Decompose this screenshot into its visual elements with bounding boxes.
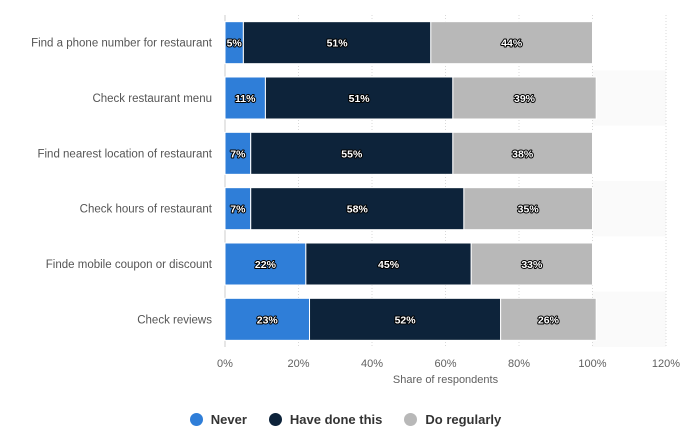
band-shade [592,181,666,237]
x-axis-title: Share of respondents [393,374,499,386]
bar-have-done-this [250,187,465,231]
category-label: Finde mobile coupon or discount [46,259,213,271]
x-tick-label: 120% [652,358,680,370]
legend-swatch-have-done-this [268,412,282,426]
data-label: 23% [257,314,279,326]
legend-label-never: Never [210,411,247,427]
data-label: 38% [512,148,534,160]
bar-have-done-this [309,297,502,341]
bar-do-regularly [500,297,597,341]
legend-swatch-never [189,412,203,426]
category-label: Find nearest location of restaurant [37,148,212,160]
x-tick-label: 20% [287,358,309,370]
data-label: 51% [327,38,349,50]
data-label: 22% [255,259,277,271]
category-label: Check restaurant menu [92,93,212,105]
bar-never [224,297,311,341]
bar-do-regularly [470,242,594,286]
category-label: Check hours of restaurant [80,204,213,216]
legend-swatch-do-regularly [404,412,418,426]
x-tick-label: 100% [578,358,606,370]
data-label: 58% [347,204,369,216]
data-label: 45% [378,259,400,271]
bar-never [224,131,252,175]
bar-do-regularly [430,21,593,65]
data-label: 7% [230,148,246,160]
bar-never [224,187,252,231]
x-tick-label: 80% [508,358,530,370]
data-label: 26% [538,314,560,326]
data-label: 44% [501,38,523,50]
band-shade [592,291,666,347]
data-label: 11% [235,93,256,105]
legend-label-do-regularly: Do regularly [425,411,502,427]
legend: Never Have done this Do regularly [0,408,691,430]
data-label: 5% [227,38,243,50]
x-tick-label: 0% [217,358,233,370]
bar-do-regularly [452,131,593,175]
category-label: Check reviews [137,314,212,326]
bar-have-done-this [242,21,432,65]
data-label: 35% [518,204,540,216]
legend-item-do-regularly[interactable]: Do regularly [404,412,501,427]
bar-do-regularly [463,187,593,231]
legend-item-never[interactable]: Never [189,411,247,427]
data-label: 51% [349,93,371,105]
bar-have-done-this [305,242,472,286]
legend-item-have-done-this[interactable]: Have done this [268,411,383,427]
x-tick-label: 60% [434,358,456,370]
legend-label-have-done-this: Have done this [289,411,383,427]
data-label: 55% [341,148,363,160]
data-label: 52% [395,314,417,326]
band-shade [592,70,666,126]
bar-have-done-this [250,131,454,175]
x-tick-label: 40% [361,358,383,370]
category-label: Find a phone number for restaurant [31,38,213,50]
data-label: 33% [521,259,543,271]
data-label: 7% [230,204,246,216]
data-label: 39% [514,93,536,105]
bar-never [224,76,266,120]
bar-do-regularly [452,76,597,120]
